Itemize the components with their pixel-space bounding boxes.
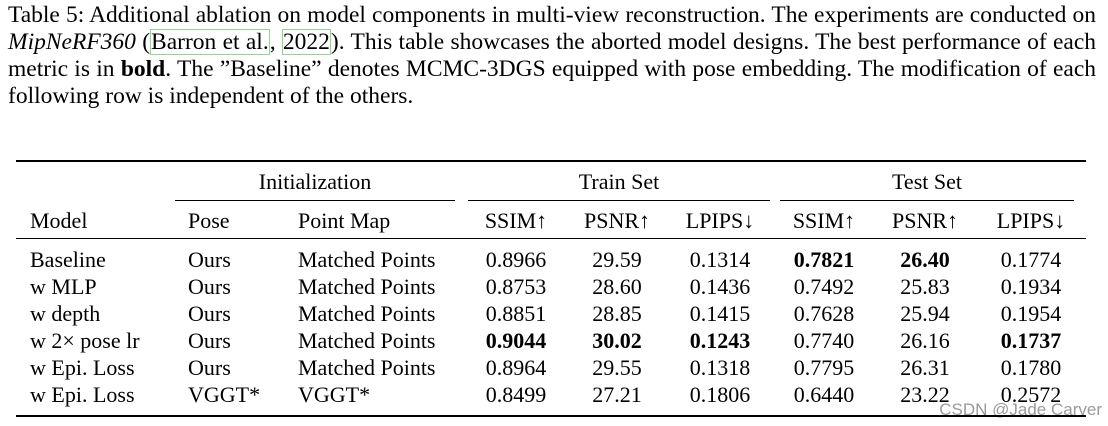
caption-text: Table 5: Additional ablation on model co… [8,2,1096,28]
table-cell: 0.7492 [793,274,855,299]
table-cell: 0.1415 [689,301,751,326]
group-header: Test Set [892,169,962,194]
table-cell: 0.1436 [689,274,751,299]
table-cell: 29.59 [592,247,642,272]
column-header: Model [30,208,88,233]
table-cell: 25.83 [900,274,950,299]
table-cell: 0.8851 [485,301,547,326]
table-cell: 28.60 [592,274,642,299]
caption-text: ( [135,29,151,55]
caption-text: 2022 [281,29,331,55]
table-cell: Matched Points [298,247,436,272]
table-cell: 0.9044 [485,328,547,353]
rule [468,200,770,201]
rule [780,200,1074,201]
column-header: SSIM↑ [484,208,548,233]
table-cell: 27.21 [592,382,642,407]
table-cell: 0.1934 [1000,274,1062,299]
caption-text: Barron et al. [150,29,270,55]
table-caption: Table 5: Additional ablation on model co… [8,2,1096,110]
rule [16,160,1086,162]
table-cell: w MLP [30,274,97,299]
table-cell: 0.7740 [793,328,855,353]
table-cell: 0.1806 [689,382,751,407]
caption-text: , [269,29,282,55]
table-cell: 0.1774 [1000,247,1062,272]
table-cell: 0.8964 [485,355,547,380]
table-cell: 0.2572 [1000,382,1062,407]
table-cell: 0.1318 [689,355,751,380]
table-cell: Matched Points [298,274,436,299]
table-cell: w depth [30,301,101,326]
table-cell: 26.16 [900,328,950,353]
table-cell: Matched Points [298,355,436,380]
table-cell: 0.1780 [1000,355,1062,380]
table-cell: Ours [188,328,231,353]
column-header: PSNR↑ [891,208,959,233]
table-cell: 29.55 [592,355,642,380]
group-header: Train Set [578,169,660,194]
table-cell: 26.31 [900,355,950,380]
watermark: CSDN @Jade Carver [939,400,1102,419]
table-cell: Matched Points [298,328,436,353]
table-cell: 0.1737 [1000,328,1062,353]
table-cell: w Epi. Loss [30,355,135,380]
column-header: SSIM↑ [792,208,856,233]
column-header: Point Map [298,208,391,233]
table-cell: VGGT* [298,382,371,407]
caption-text: MipNeRF360 [8,29,136,55]
table-cell: Matched Points [298,301,436,326]
table-cell: w 2× pose lr [30,328,140,353]
column-header: PSNR↑ [583,208,651,233]
table-cell: 26.40 [900,247,950,272]
caption-text: ). This table showcases the aborted mode… [8,29,1096,82]
table-cell: 0.8753 [485,274,547,299]
table-cell: 0.8966 [485,247,547,272]
rule [175,200,455,201]
table-cell: 0.7795 [793,355,855,380]
column-header: Pose [188,208,230,233]
rule [16,238,1086,239]
table-cell: 0.6440 [793,382,855,407]
table-cell: 25.94 [900,301,950,326]
table-cell: 0.1954 [1000,301,1062,326]
table-cell: 28.85 [592,301,642,326]
caption-text: . The ”Baseline” denotes MCMC-3DGS equip… [8,56,1096,109]
table-cell: 0.8499 [485,382,547,407]
table-cell: Ours [188,274,231,299]
caption-text: bold [120,56,166,82]
table-cell: 0.1314 [689,247,751,272]
table-cell: VGGT* [188,382,261,407]
table-cell: 0.7821 [793,247,855,272]
table-cell: Ours [188,301,231,326]
table-cell: w Epi. Loss [30,382,135,407]
table-cell: Ours [188,247,231,272]
table-cell: Baseline [30,247,106,272]
table-cell: 0.7628 [793,301,855,326]
table-cell: 0.1243 [689,328,751,353]
column-header: LPIPS↓ [996,208,1066,233]
group-header: Initialization [258,169,372,194]
rule [16,415,1086,417]
table-cell: 30.02 [592,328,642,353]
column-header: LPIPS↓ [685,208,755,233]
table-cell: 23.22 [900,382,950,407]
table-cell: Ours [188,355,231,380]
